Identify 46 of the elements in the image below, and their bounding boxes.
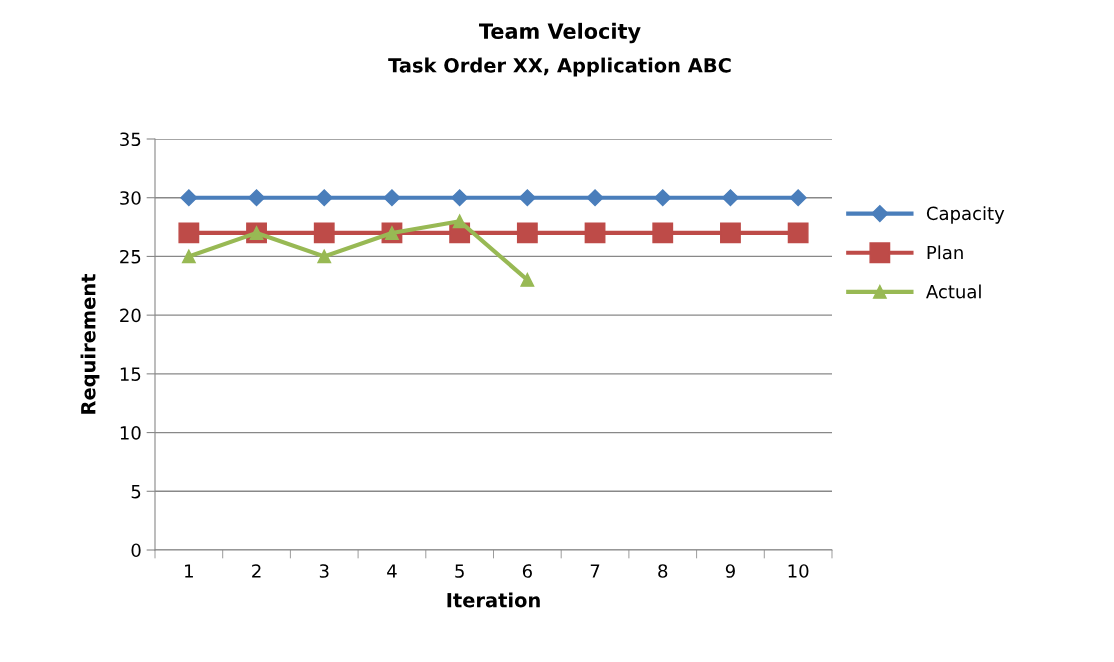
y-tick-label: 5 (131, 484, 141, 499)
y-tick-label: 10 (120, 426, 141, 440)
point (451, 189, 469, 207)
point (652, 222, 674, 244)
y-tick-label: 20 (120, 308, 141, 323)
chart-subtitle: Task Order XX, Application ABC (388, 57, 731, 77)
point (516, 222, 538, 244)
point (520, 272, 535, 287)
point (313, 222, 335, 244)
chart-title: Team Velocity (479, 22, 641, 44)
point (383, 189, 401, 207)
x-tick-label: 8 (658, 564, 668, 578)
point (317, 249, 332, 264)
point (789, 189, 807, 207)
point (721, 189, 740, 207)
y-tick-label: 25 (120, 249, 141, 264)
x-tick-label: 6 (522, 564, 532, 578)
point (586, 189, 604, 207)
point (181, 249, 196, 264)
point (315, 189, 333, 207)
legend-label: Actual (926, 284, 981, 299)
y-tick-label: 30 (120, 191, 141, 205)
point (178, 222, 200, 244)
point (247, 189, 266, 207)
x-tick-label: 10 (788, 564, 809, 578)
x-tick-label: 9 (725, 564, 735, 578)
x-tick-label: 2 (252, 564, 261, 578)
x-tick-label: 1 (185, 564, 193, 578)
point (787, 222, 809, 244)
point (584, 222, 606, 244)
x-tick-label: 3 (319, 564, 329, 578)
point (720, 222, 741, 244)
y-tick-label: 0 (131, 543, 141, 558)
point (452, 214, 467, 229)
x-tick-label: 5 (455, 564, 464, 578)
point (180, 189, 198, 207)
y-tick-label: 15 (120, 367, 141, 381)
point (518, 189, 536, 207)
x-tick-label: 4 (387, 564, 397, 578)
x-tick-label: 7 (590, 564, 600, 578)
y-axis-title: Requirement (80, 273, 100, 414)
x-axis-title: Iteration (447, 592, 540, 608)
legend-label: Capacity (926, 206, 1005, 224)
y-tick-label: 35 (120, 132, 141, 147)
legend-label: Plan (927, 245, 963, 260)
point (654, 189, 672, 207)
